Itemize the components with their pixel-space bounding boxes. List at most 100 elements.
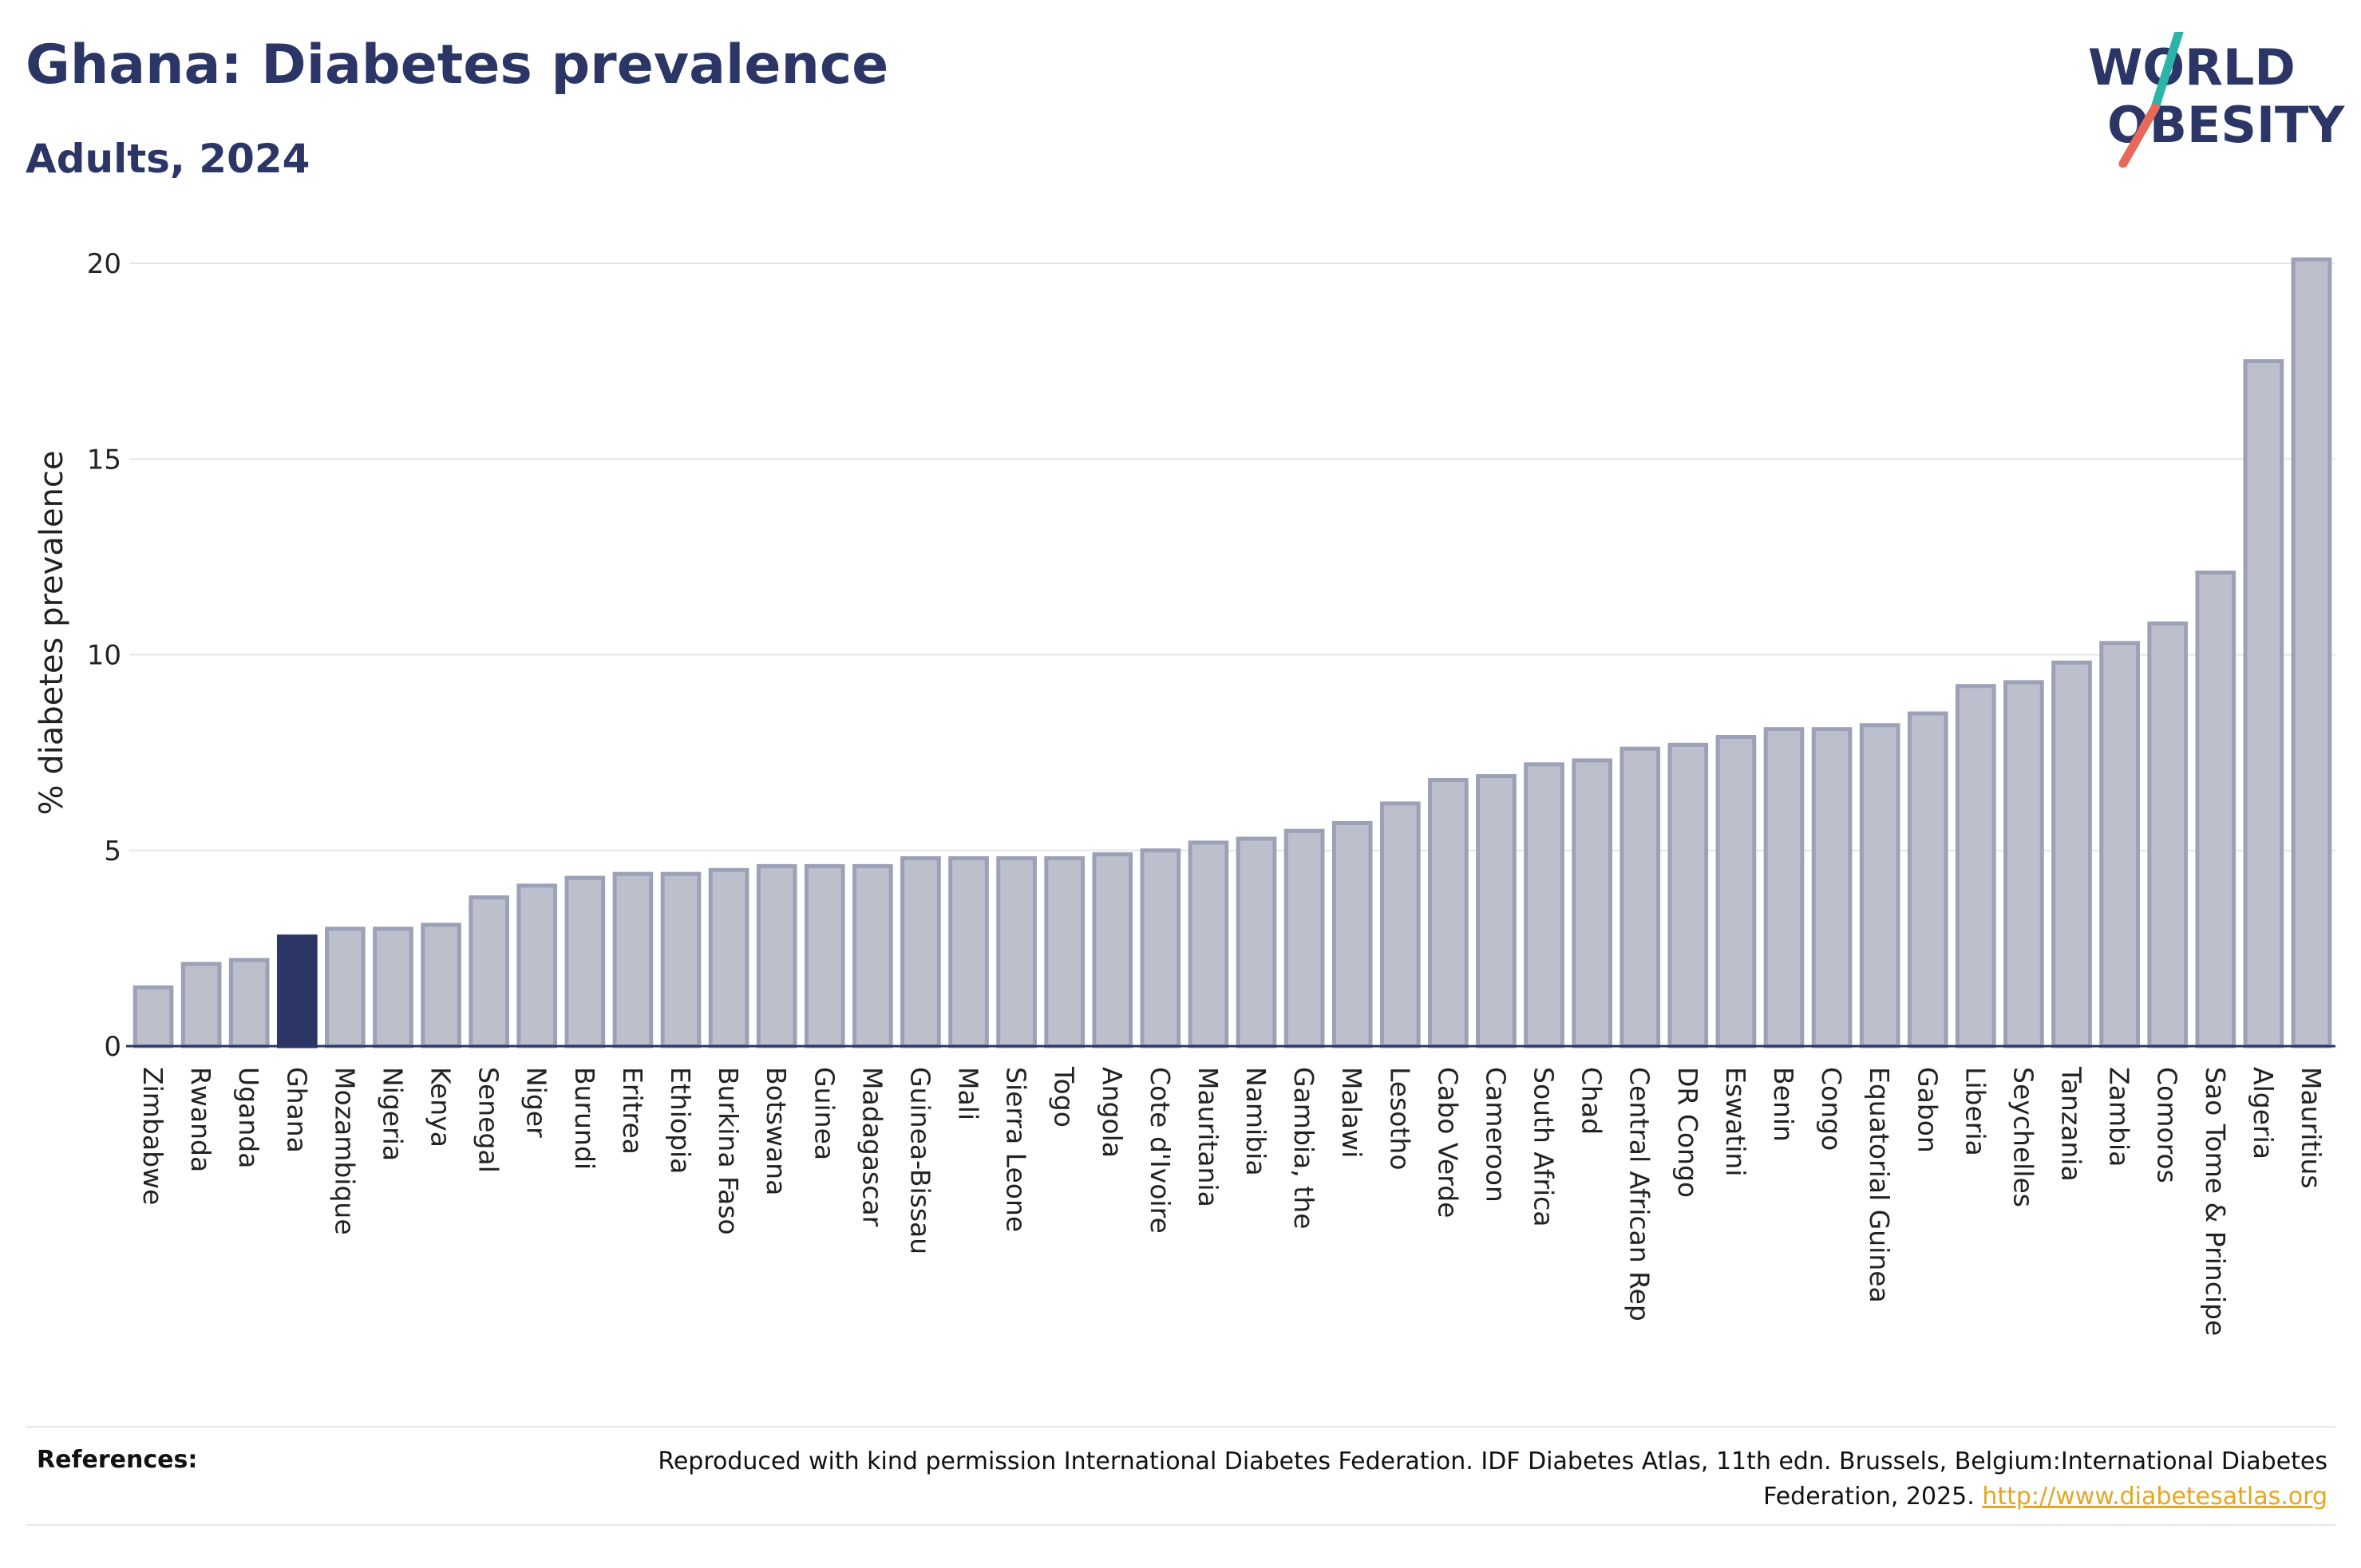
bar-tanzania bbox=[2051, 660, 2092, 1049]
y-tick-label: 0 bbox=[104, 1031, 121, 1063]
x-tick-label: Gabon bbox=[1912, 1067, 1943, 1153]
x-tick-label: Malawi bbox=[1336, 1067, 1367, 1158]
x-tick-label: Cote d'Ivoire bbox=[1145, 1067, 1176, 1234]
y-tick-label: 10 bbox=[87, 640, 121, 672]
y-axis-label: % diabetes prevalence bbox=[34, 450, 70, 815]
x-tick-label: Chad bbox=[1576, 1067, 1608, 1135]
x-tick-label: Lesotho bbox=[1384, 1067, 1415, 1171]
bar-rwanda bbox=[180, 962, 222, 1049]
logo-text-world: WORLD bbox=[2088, 38, 2296, 97]
x-tick-label: Togo bbox=[1049, 1066, 1080, 1128]
bar-cote-d-ivoire bbox=[1140, 848, 1181, 1049]
x-tick-label: Burundi bbox=[569, 1067, 600, 1170]
x-tick-label: Uganda bbox=[233, 1067, 264, 1168]
x-tick-label: DR Congo bbox=[1672, 1067, 1703, 1198]
bar-mauritania bbox=[1188, 840, 1229, 1049]
bar-gambia-the bbox=[1283, 828, 1325, 1049]
bar-eswatini bbox=[1715, 735, 1757, 1049]
bar-central-african-rep bbox=[1619, 746, 1661, 1049]
x-tick-label: Zambia bbox=[2104, 1067, 2135, 1167]
bar-sao-tome-principe bbox=[2195, 570, 2236, 1049]
x-tick-label: Zimbabwe bbox=[137, 1067, 168, 1205]
logo-slash-coral bbox=[2118, 103, 2160, 168]
x-tick-label: Mozambique bbox=[329, 1067, 360, 1235]
bar-mozambique bbox=[325, 926, 366, 1049]
x-tick-label: Ghana bbox=[281, 1067, 312, 1153]
bar-sierra-leone bbox=[996, 856, 1037, 1049]
x-tick-label: Madagascar bbox=[856, 1067, 888, 1227]
y-tick-label: 15 bbox=[87, 444, 121, 476]
bar-congo bbox=[1811, 727, 1853, 1049]
x-tick-label: Eritrea bbox=[617, 1067, 648, 1155]
x-tick-label: Burkina Faso bbox=[713, 1067, 744, 1235]
bar-seychelles bbox=[2003, 680, 2044, 1049]
x-axis-labels: Zimbabwe Rwanda Uganda Ghana Mozambique Niger… bbox=[137, 1066, 2327, 1336]
bar-nigeria bbox=[373, 926, 413, 1049]
chart-title: Ghana: Diabetes prevalence bbox=[26, 34, 889, 97]
x-tick-label: Ethiopia bbox=[665, 1067, 696, 1174]
bar-ethiopia bbox=[660, 871, 702, 1049]
x-tick-label: Cameroon bbox=[1480, 1067, 1511, 1203]
x-tick-label: Rwanda bbox=[185, 1067, 216, 1172]
x-tick-label: Namibia bbox=[1240, 1067, 1271, 1176]
x-tick-label: Senegal bbox=[473, 1067, 504, 1173]
world-obesity-logo: WORLD OBESITY bbox=[2088, 32, 2345, 168]
y-axis-ticks: 0 5 10 15 20 bbox=[87, 248, 121, 1063]
x-tick-label: Sierra Leone bbox=[1001, 1067, 1032, 1232]
x-tick-label: Angola bbox=[1097, 1067, 1128, 1158]
x-tick-label: Kenya bbox=[425, 1067, 457, 1147]
bar-togo bbox=[1044, 856, 1086, 1049]
x-tick-label: Algeria bbox=[2248, 1067, 2279, 1159]
bar-zimbabwe bbox=[132, 985, 174, 1049]
bar-mali bbox=[948, 856, 989, 1049]
x-tick-label: Guinea bbox=[809, 1067, 840, 1160]
bar-chad bbox=[1572, 758, 1612, 1049]
references-text: Reproduced with kind permission Internat… bbox=[611, 1444, 2327, 1515]
x-tick-label: South Africa bbox=[1529, 1067, 1560, 1227]
references-divider-top bbox=[26, 1426, 2335, 1428]
x-tick-label: Comoros bbox=[2152, 1067, 2183, 1183]
bar-namibia bbox=[1236, 836, 1277, 1049]
x-tick-label: Liberia bbox=[1960, 1067, 1991, 1156]
x-tick-label: Cabo Verde bbox=[1432, 1067, 1463, 1218]
x-tick-label: Equatorial Guinea bbox=[1864, 1067, 1895, 1303]
bar-guinea-bissau bbox=[900, 856, 941, 1049]
x-tick-label: Niger bbox=[521, 1067, 552, 1138]
x-tick-label: Tanzania bbox=[2056, 1066, 2087, 1182]
bar-chart: 0 5 10 15 20 Zimbabwe Rwanda Uganda Ghana Mozamb… bbox=[34, 248, 2335, 1336]
bar-dr-congo bbox=[1667, 742, 1709, 1049]
x-tick-label: Central African Rep bbox=[1624, 1067, 1655, 1321]
x-tick-label: Mauritius bbox=[2296, 1067, 2327, 1189]
x-tick-label: Eswatini bbox=[1720, 1067, 1751, 1176]
bar-niger bbox=[516, 883, 558, 1049]
bar-lesotho bbox=[1379, 801, 1421, 1049]
bar-guinea bbox=[804, 863, 845, 1049]
bar-south-africa bbox=[1524, 762, 1564, 1049]
references-citation: Reproduced with kind permission Internat… bbox=[658, 1448, 2327, 1511]
bar-madagascar bbox=[852, 863, 893, 1049]
x-tick-label: Sao Tome & Principe bbox=[2200, 1067, 2231, 1336]
x-tick-label: Mali bbox=[953, 1067, 984, 1120]
bar-uganda bbox=[228, 958, 270, 1049]
x-tick-label: Mauritania bbox=[1192, 1067, 1224, 1207]
bar-cameroon bbox=[1476, 774, 1517, 1049]
x-tick-label: Benin bbox=[1768, 1067, 1799, 1142]
references-divider-bottom bbox=[26, 1524, 2335, 1526]
x-tick-label: Nigeria bbox=[377, 1067, 408, 1161]
x-tick-label: Botswana bbox=[761, 1067, 792, 1195]
y-tick-label: 20 bbox=[87, 248, 121, 280]
logo-slash-teal bbox=[2150, 32, 2184, 113]
bar-ghana bbox=[276, 934, 318, 1049]
bar-cabo-verde bbox=[1428, 777, 1469, 1049]
bar-gabon bbox=[1907, 711, 1948, 1049]
bar-mauritius bbox=[2291, 257, 2332, 1049]
references-link[interactable]: http://www.diabetesatlas.org bbox=[1982, 1483, 2327, 1511]
bar-burkina-faso bbox=[708, 867, 749, 1049]
bar-malawi bbox=[1331, 820, 1373, 1049]
y-tick-label: 5 bbox=[104, 835, 121, 867]
bar-angola bbox=[1092, 852, 1133, 1049]
bar-kenya bbox=[421, 922, 461, 1049]
bar-zambia bbox=[2099, 641, 2140, 1049]
bar-benin bbox=[1763, 727, 1805, 1049]
chart-subtitle: Adults, 2024 bbox=[26, 136, 310, 182]
